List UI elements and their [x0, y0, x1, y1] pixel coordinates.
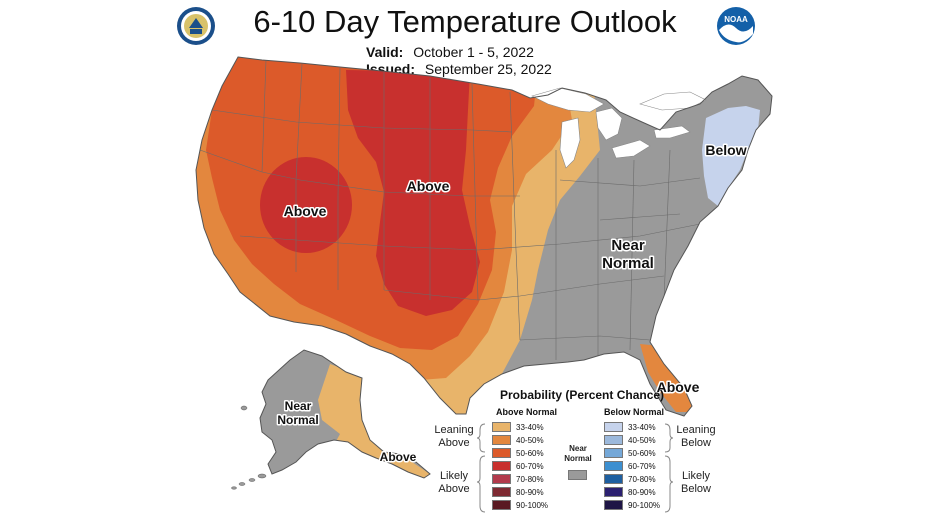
legend-below-header: Below Normal [604, 407, 665, 417]
leaning-below-label: Leaning Below [674, 424, 718, 450]
near-normal-line2: Normal [564, 454, 592, 463]
label-above-central: Above [407, 178, 450, 194]
label-above-florida: Above [657, 379, 700, 395]
leaning-above-label: Leaning Above [434, 424, 474, 450]
above-swatch-label: 60-70% [516, 462, 544, 471]
below-swatch [604, 487, 623, 497]
above-swatch-label: 40-50% [516, 436, 544, 445]
above-swatch [492, 448, 511, 458]
above-swatch [492, 461, 511, 471]
leaning-above-line1: Leaning [434, 424, 474, 436]
svg-text:NOAA: NOAA [724, 15, 748, 24]
leaning-above-line2: Above [438, 437, 470, 449]
label-near-normal-alaska-line1: Near [285, 399, 312, 413]
probability-legend: Probability (Percent Chance) Above Norma… [430, 386, 730, 520]
near-normal-swatch [568, 470, 587, 480]
above-swatch-label: 50-60% [516, 449, 544, 458]
valid-label: Valid: [366, 44, 404, 60]
legend-title: Probability (Percent Chance) [500, 388, 665, 402]
below-swatch-label: 33-40% [628, 423, 656, 432]
issued-value: September 25, 2022 [424, 61, 552, 77]
above-swatch-label: 33-40% [516, 423, 544, 432]
below-brace-icon [664, 423, 674, 513]
label-above-west: Above [284, 203, 327, 219]
label-above-alaska: Above [380, 450, 417, 464]
label-near-normal-east-line1: Near [611, 237, 645, 254]
below-swatch [604, 474, 623, 484]
aleutian-islands [231, 405, 267, 490]
above-swatch-label: 80-90% [516, 488, 544, 497]
state-boundaries [199, 59, 701, 360]
above-swatch [492, 487, 511, 497]
near-normal-line1: Near [569, 444, 587, 453]
likely-above-line2: Above [438, 483, 470, 495]
noaa-logo-icon: NOAA [717, 7, 755, 45]
valid-value: October 1 - 5, 2022 [413, 44, 534, 60]
above-swatch-label: 90-100% [516, 501, 549, 510]
likely-above-label: Likely Above [434, 470, 474, 496]
leaning-below-line2: Below [681, 437, 711, 449]
above-swatch-label: 70-80% [516, 475, 544, 484]
likely-below-line1: Likely [681, 470, 711, 482]
below-swatch-label: 40-50% [628, 436, 656, 445]
below-swatch [604, 422, 623, 432]
label-near-normal-alaska-line2: Normal [277, 413, 318, 427]
below-swatch-label: 60-70% [628, 462, 656, 471]
below-swatch [604, 461, 623, 471]
below-swatch-label: 70-80% [628, 475, 656, 484]
likely-below-line2: Below [681, 483, 711, 495]
label-below-northeast: Below [705, 142, 746, 158]
above-swatch [492, 500, 511, 510]
below-swatch-label: 80-90% [628, 488, 656, 497]
below-swatch [604, 448, 623, 458]
leaning-below-line1: Leaning [676, 424, 716, 436]
likely-below-label: Likely Below [674, 470, 718, 496]
above-swatch [492, 474, 511, 484]
conus-outline [195, 56, 773, 417]
likely-above-line1: Likely [439, 470, 469, 482]
above-swatch [492, 435, 511, 445]
above-brace-icon [476, 423, 486, 513]
alaska-outline [259, 349, 431, 479]
above-swatch [492, 422, 511, 432]
legend-above-header: Above Normal [496, 407, 558, 417]
below-swatch-label: 90-100% [628, 501, 661, 510]
label-near-normal-east-line2: Normal [602, 255, 654, 272]
below-swatch [604, 435, 623, 445]
commerce-seal-icon [177, 7, 215, 45]
below-swatch-label: 50-60% [628, 449, 656, 458]
near-normal-label: Near Normal [558, 444, 598, 464]
valid-line: Valid: October 1 - 5, 2022 [366, 44, 534, 60]
below-swatch [604, 500, 623, 510]
page-title: 6-10 Day Temperature Outlook [253, 4, 677, 39]
